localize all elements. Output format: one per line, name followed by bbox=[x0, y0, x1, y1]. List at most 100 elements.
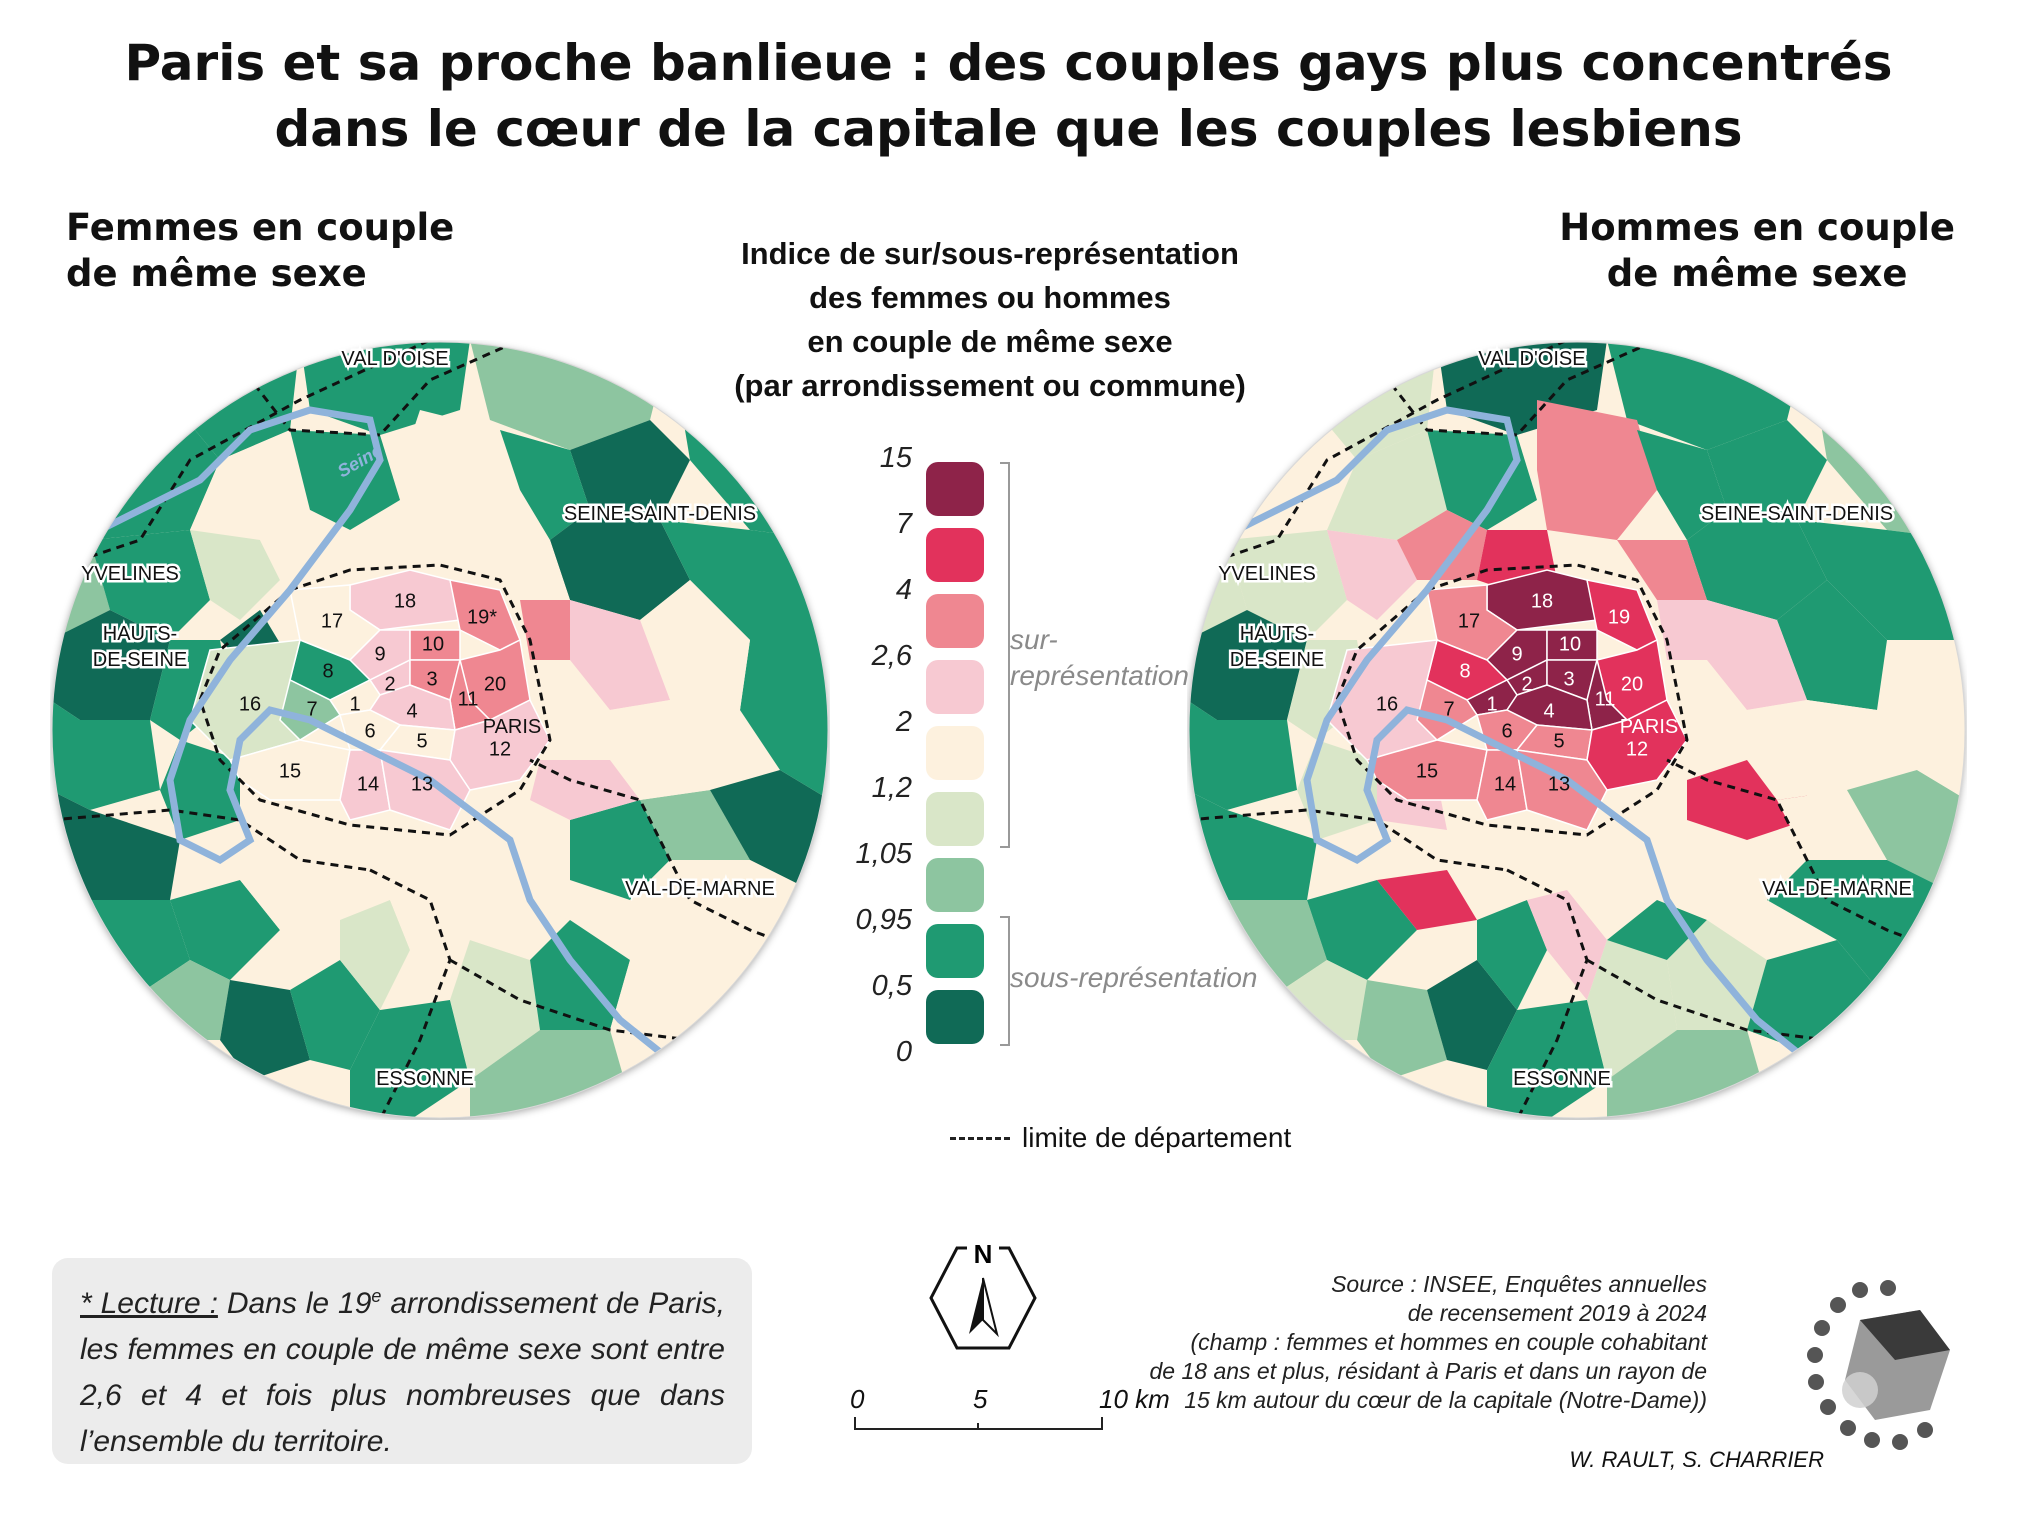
arrondissement-label-15: 15 bbox=[279, 760, 301, 782]
arrondissement-label-17: 17 bbox=[1458, 610, 1480, 632]
right-map-title: Hommes en couple de même sexe bbox=[1559, 205, 1955, 297]
source-note: Source : INSEE, Enquêtes annuelles de re… bbox=[1007, 1270, 1707, 1415]
source-line-3: (champ : femmes et hommes en couple coha… bbox=[1190, 1329, 1707, 1355]
under-representation-bracket bbox=[1000, 916, 1010, 1046]
reading-sup: e bbox=[371, 1286, 382, 1306]
arrondissement-label-14: 14 bbox=[1494, 773, 1516, 795]
arrondissement-label-6: 6 bbox=[364, 720, 375, 742]
arrondissement-label-18: 18 bbox=[394, 590, 416, 612]
legend-tick-0: 15 bbox=[879, 442, 912, 474]
department-label-seine_saint_denis: SEINE-SAINT-DENIS bbox=[564, 503, 756, 525]
title-line-1: Paris et sa proche banlieue : des couple… bbox=[124, 34, 1893, 92]
reading-note: * Lecture : Dans le 19e arrondissement d… bbox=[80, 1273, 725, 1465]
reading-note-box bbox=[52, 1258, 752, 1464]
legend-swatch-6 bbox=[926, 792, 984, 846]
department-boundary-label: limite de département bbox=[1022, 1122, 1292, 1153]
arrondissement-label-6: 6 bbox=[1501, 720, 1512, 742]
department-label-hauts_de_seine_1: HAUTS- bbox=[1240, 623, 1314, 645]
arrondissement-label-14: 14 bbox=[357, 773, 379, 795]
reading-text-a: Dans le 19 bbox=[217, 1287, 372, 1320]
paris-label: PARIS bbox=[483, 716, 542, 738]
communes-layer bbox=[52, 342, 828, 1118]
arrondissement-label-1: 1 bbox=[349, 693, 360, 715]
right-map-title-line-2: de même sexe bbox=[1606, 252, 1908, 295]
right-map-title-line-1: Hommes en couple bbox=[1559, 206, 1955, 249]
over-representation-bracket bbox=[1000, 462, 1010, 848]
source-line-4: de 18 ans et plus, résidant à Paris et d… bbox=[1149, 1358, 1707, 1384]
legend-swatch-2 bbox=[926, 528, 984, 582]
legend-tick-6: 1,05 bbox=[855, 838, 912, 870]
legend-tick-8: 0,5 bbox=[871, 970, 912, 1002]
legend-title-line-1: Indice de sur/sous-représentation bbox=[741, 236, 1239, 271]
legend-swatch-1 bbox=[926, 462, 984, 516]
arrondissement-label-2: 2 bbox=[1521, 673, 1532, 695]
left-map-title: Femmes en couple de même sexe bbox=[66, 205, 454, 297]
over-label-line-1: sur- bbox=[1010, 624, 1058, 655]
department-boundary-legend: limite de département bbox=[950, 1122, 1291, 1154]
legend-title-line-2: des femmes ou hommes bbox=[809, 280, 1171, 315]
department-label-yvelines: YVELINES bbox=[81, 563, 179, 585]
scale-bar-line bbox=[854, 1417, 1103, 1430]
arrondissement-label-10: 10 bbox=[1559, 633, 1581, 655]
arrondissement-label-7: 7 bbox=[306, 698, 317, 720]
arrondissement-label-9: 9 bbox=[1511, 643, 1522, 665]
authors: W. RAULT, S. CHARRIER bbox=[1569, 1447, 1824, 1472]
legend-swatch-8 bbox=[926, 924, 984, 978]
arrondissement-label-12: 12 bbox=[489, 738, 511, 760]
arrondissement-label-20: 20 bbox=[484, 673, 506, 695]
department-label-hauts_de_seine_1: HAUTS- bbox=[103, 623, 177, 645]
arrondissement-label-16: 16 bbox=[239, 693, 261, 715]
page-title: Paris et sa proche banlieue : des couple… bbox=[0, 30, 2017, 162]
arrondissement-label-11: 11 bbox=[458, 688, 479, 710]
over-label-line-2: représentation bbox=[1010, 660, 1190, 691]
department-boundaries bbox=[52, 342, 828, 1118]
arrondissement-label-2: 2 bbox=[384, 673, 395, 695]
over-representation-label: sur- représentation bbox=[1010, 622, 1189, 694]
department-label-val_de_marne: VAL-DE-MARNE bbox=[1762, 878, 1912, 900]
department-label-val_doise: VAL D'OISE bbox=[1478, 348, 1585, 370]
legend-tick-2: 4 bbox=[895, 574, 912, 606]
reading-prefix: * Lecture : bbox=[80, 1287, 218, 1320]
arrondissement-label-8: 8 bbox=[322, 660, 333, 682]
arrondissement-label-20: 20 bbox=[1621, 673, 1643, 695]
department-label-hauts_de_seine_2: DE-SEINE bbox=[93, 649, 187, 671]
legend-tick-5: 1,2 bbox=[871, 772, 912, 804]
legend-tick-1: 7 bbox=[895, 508, 912, 540]
legend-tick-3: 2,6 bbox=[871, 640, 912, 672]
department-label-essonne: ESSONNE bbox=[1513, 1068, 1611, 1090]
legend-title-line-3: en couple de même sexe bbox=[807, 324, 1173, 359]
source-line-5: 15 km autour du cœur de la capitale (Not… bbox=[1184, 1387, 1707, 1413]
arrondissement-label-18: 18 bbox=[1531, 590, 1553, 612]
scale-label-0: 0 bbox=[850, 1384, 865, 1414]
legend-tick-7: 0,95 bbox=[855, 904, 912, 936]
legend-tick-9: 0 bbox=[895, 1036, 912, 1068]
arrondissement-label-7: 7 bbox=[1443, 698, 1454, 720]
seine-river bbox=[52, 406, 828, 1118]
legend-title-line-4: (par arrondissement ou commune) bbox=[734, 368, 1246, 403]
arrondissement-label-9: 9 bbox=[374, 643, 385, 665]
reading-text-b: arrondissement de Paris, les femmes en c… bbox=[80, 1287, 725, 1458]
paris-label: PARIS bbox=[1620, 716, 1679, 738]
arrondissement-label-8: 8 bbox=[1459, 660, 1470, 682]
left-map-title-line-1: Femmes en couple bbox=[66, 206, 455, 249]
publisher-logo bbox=[1807, 1280, 1950, 1450]
scale-label-10: 10 km bbox=[1099, 1384, 1170, 1414]
department-label-yvelines: YVELINES bbox=[1218, 563, 1316, 585]
legend-swatch-4 bbox=[926, 660, 984, 714]
arrondissement-label-16: 16 bbox=[1376, 693, 1398, 715]
source-line-1: Source : INSEE, Enquêtes annuelles bbox=[1331, 1271, 1707, 1297]
arrondissement-label-5: 5 bbox=[1553, 730, 1564, 752]
arrondissement-label-13: 13 bbox=[411, 773, 433, 795]
legend-swatch-5 bbox=[926, 726, 984, 780]
arrondissement-label-3: 3 bbox=[426, 668, 437, 690]
legend-swatch-9 bbox=[926, 990, 984, 1044]
paris-arrondissements bbox=[1326, 569, 1688, 831]
seine-river bbox=[1189, 406, 1965, 1118]
department-label-seine_saint_denis: SEINE-SAINT-DENIS bbox=[1701, 503, 1893, 525]
legend-title: Indice de sur/sous-représentation des fe… bbox=[690, 232, 1290, 408]
legend-swatch-3 bbox=[926, 594, 984, 648]
arrondissement-label-5: 5 bbox=[416, 730, 427, 752]
